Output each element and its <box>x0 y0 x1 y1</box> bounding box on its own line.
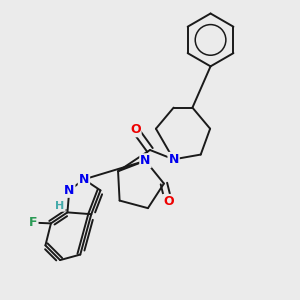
Text: O: O <box>130 123 141 136</box>
Text: F: F <box>29 216 38 229</box>
Text: H: H <box>56 201 65 211</box>
Text: N: N <box>64 184 74 197</box>
Text: N: N <box>140 154 151 167</box>
Text: N: N <box>168 153 179 166</box>
Text: N: N <box>79 173 89 186</box>
Text: O: O <box>163 195 174 208</box>
